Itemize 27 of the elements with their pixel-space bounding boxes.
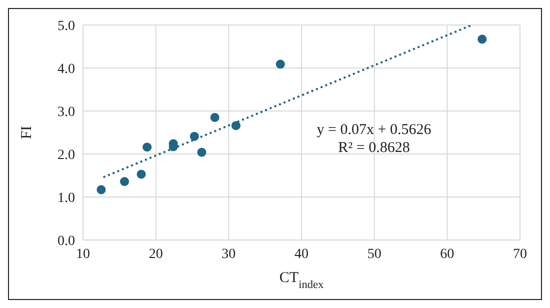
x-tick-label: 40	[294, 246, 308, 262]
point	[142, 142, 152, 152]
annotation: R² = 0.8628	[337, 139, 411, 157]
y-tick-label: 3.0	[58, 104, 75, 120]
y-tick-label: 2.0	[58, 148, 75, 163]
y-tick-label: 0.0	[58, 234, 75, 249]
x-tick-label: 20	[148, 246, 163, 262]
y-tick-label: 5.0	[58, 18, 75, 34]
point	[96, 185, 106, 194]
point	[120, 177, 130, 186]
x-axis-title: CT$_{index}$	[279, 270, 324, 291]
x-tick-label: 30	[222, 246, 236, 262]
point	[197, 148, 206, 157]
point	[478, 34, 487, 44]
point	[276, 60, 285, 69]
annotation: y = 0.07x + 0.5626	[316, 121, 432, 139]
x-tick-label: 10	[76, 246, 90, 262]
y-tick-label: 4.0	[58, 62, 75, 77]
point	[136, 170, 146, 179]
x-tick-label: 50	[367, 246, 382, 262]
x-tick-label: 60	[440, 246, 454, 262]
y-tick-label: 1.0	[58, 190, 75, 206]
point	[210, 112, 220, 122]
y-axis-title: FI	[19, 126, 35, 140]
x-tick-label: 70	[513, 246, 527, 262]
point	[231, 121, 240, 130]
point	[190, 132, 199, 141]
